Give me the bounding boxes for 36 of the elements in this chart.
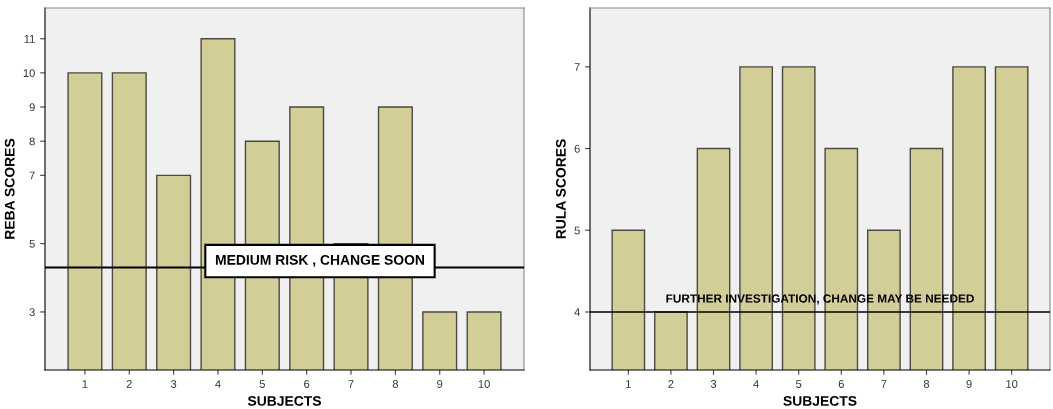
y-tick-label: 3 bbox=[29, 308, 35, 317]
y-tick-label: 10 bbox=[23, 69, 35, 78]
y-tick-label: 8 bbox=[29, 137, 35, 146]
x-tick-label: 8 bbox=[923, 380, 930, 388]
x-tick-label: 9 bbox=[437, 380, 443, 388]
x-tick-label: 2 bbox=[668, 380, 674, 388]
x-tick-label: 4 bbox=[215, 380, 221, 388]
y-tick-label: 7 bbox=[574, 63, 580, 71]
x-tick-label: 1 bbox=[82, 380, 88, 388]
x-tick-label: 10 bbox=[1006, 380, 1018, 388]
x-tick-label: 1 bbox=[626, 380, 631, 388]
y-tick-label: 5 bbox=[29, 240, 35, 248]
x-tick-label: 9 bbox=[966, 380, 972, 388]
y-tick-label: 5 bbox=[574, 226, 580, 235]
y-tick-label: 7 bbox=[29, 171, 35, 180]
y-tick-label: 11 bbox=[24, 35, 35, 43]
y-tick-label: 9 bbox=[29, 103, 35, 112]
y-axis-title: RULA SCORES bbox=[555, 139, 566, 239]
x-tick-label: 7 bbox=[881, 380, 887, 388]
x-tick-label: 3 bbox=[710, 380, 717, 388]
x-tick-label: 4 bbox=[753, 380, 759, 388]
ref-line-label: MEDIUM RISK , CHANGE SOON bbox=[215, 254, 424, 267]
x-tick-label: 7 bbox=[348, 380, 354, 388]
x-tick-label: 3 bbox=[170, 380, 177, 388]
x-tick-label: 5 bbox=[796, 380, 802, 388]
x-axis-title: SUBJECTS bbox=[247, 396, 321, 406]
x-tick-label: 5 bbox=[259, 380, 265, 388]
y-tick-label: 4 bbox=[574, 308, 580, 317]
y-tick-label: 6 bbox=[574, 144, 580, 153]
x-tick-label: 6 bbox=[304, 380, 310, 388]
x-tick-label: 6 bbox=[838, 380, 844, 388]
x-tick-label: 10 bbox=[478, 380, 490, 388]
x-tick-label: 2 bbox=[126, 380, 132, 388]
x-axis-title: SUBJECTS bbox=[783, 396, 857, 406]
x-tick-label: 8 bbox=[392, 380, 398, 388]
y-axis-title: REBA SCORES bbox=[4, 138, 15, 239]
